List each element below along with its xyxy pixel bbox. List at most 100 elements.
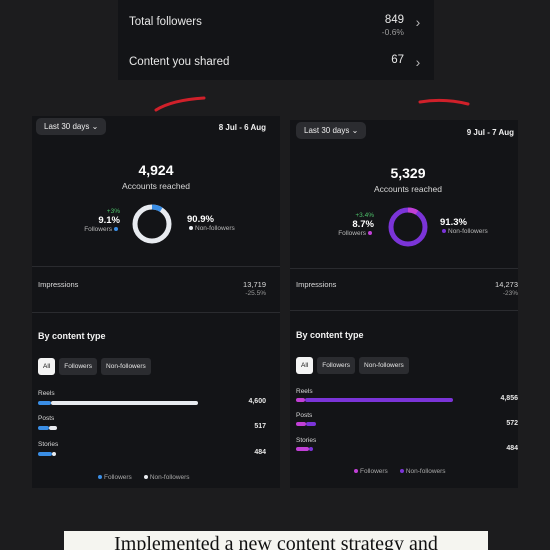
accounts-reached-label: Accounts reached	[121, 181, 191, 191]
legend-nonfollowers: Non-followers	[405, 468, 446, 475]
filter-followers[interactable]: Followers	[317, 357, 356, 374]
filter-all[interactable]: All	[296, 357, 314, 374]
accounts-reached-value: 5,329	[390, 165, 426, 181]
nonfollowers-pct: 90.9%	[187, 214, 214, 225]
bar-followers-segment	[296, 422, 306, 426]
legend-nonfollowers-dot-icon	[399, 469, 404, 474]
filter-all[interactable]: All	[38, 358, 56, 375]
filter-nonfollowers[interactable]: Non-followers	[101, 358, 151, 375]
period-dropdown[interactable]: Last 30 days ⌄	[296, 122, 367, 139]
period-label: Last 30 days	[304, 126, 350, 135]
total-followers-value: 849	[384, 14, 404, 26]
impressions-value: 14,273	[495, 280, 518, 289]
bar-nonfollowers-segment	[52, 452, 56, 456]
legend: Followers Non-followers	[352, 468, 446, 475]
bar-followers-segment	[38, 401, 51, 405]
nonfollowers-dot-icon	[442, 229, 446, 234]
legend-followers-dot-icon	[98, 475, 102, 480]
chevron-down-icon: ⌄	[351, 126, 359, 135]
filter-nonfollowers[interactable]: Non-followers	[359, 357, 409, 374]
bar-nonfollowers-segment	[50, 401, 198, 405]
row-value-stories: 484	[254, 449, 266, 456]
divider	[290, 268, 518, 269]
legend-nonfollowers: Non-followers	[149, 474, 190, 481]
row-value-reels: 4,856	[500, 395, 518, 402]
red-annotation-stroke-left	[154, 96, 206, 112]
row-label-reels: Reels	[38, 390, 55, 397]
bar-followers-segment	[296, 447, 309, 451]
bar-posts	[296, 422, 316, 426]
donut-followers-arc	[388, 207, 428, 247]
bar-followers-segment	[296, 398, 306, 402]
followers-pct: 8.7%	[352, 219, 374, 230]
row-label-reels: Reels	[296, 388, 313, 395]
bar-followers-segment	[38, 426, 50, 430]
bar-reels	[296, 398, 453, 402]
row-label-stories: Stories	[38, 441, 59, 448]
donut-nonfollowers-arc	[388, 207, 428, 247]
bar-nonfollowers-segment	[306, 422, 316, 426]
row-label-posts: Posts	[38, 415, 55, 422]
red-annotation-stroke-right	[418, 98, 470, 106]
bar-stories	[296, 447, 313, 451]
impressions-label: Impressions	[296, 280, 337, 289]
content-filter-group: All Followers Non-followers	[38, 358, 151, 375]
nonfollowers-stat: 90.9% Non-followers	[187, 214, 235, 232]
total-followers-label: Total followers	[129, 16, 202, 28]
followers-change: +3.4%	[355, 212, 374, 219]
chevron-right-icon: ›	[415, 14, 421, 30]
row-value-reels: 4,600	[248, 398, 266, 405]
legend-followers: Followers	[104, 474, 132, 481]
accounts-reached-value: 4,924	[138, 162, 174, 178]
by-content-type-title: By content type	[296, 330, 364, 340]
date-range: 9 Jul - 7 Aug	[466, 128, 514, 137]
legend-followers: Followers	[360, 468, 388, 475]
total-followers-row[interactable]: Total followers 849 -0.6% ›	[129, 14, 422, 38]
insights-panel-previous: Last 30 days ⌄ 8 Jul - 6 Aug 4,924 Accou…	[32, 116, 280, 488]
followers-label: Followers	[338, 230, 366, 237]
period-label: Last 30 days	[44, 122, 90, 131]
total-followers-change: -0.6%	[381, 27, 404, 37]
nonfollowers-label: Non-followers	[195, 225, 235, 232]
followers-dot-icon	[114, 227, 118, 232]
content-shared-row[interactable]: Content you shared 67 ›	[129, 54, 422, 78]
followers-stat: +3% 9.1% Followers	[84, 208, 120, 233]
row-label-posts: Posts	[296, 412, 313, 419]
summary-card: Total followers 849 -0.6% › Content you …	[118, 0, 434, 80]
nonfollowers-pct: 91.3%	[440, 217, 467, 228]
donut-followers-arc	[132, 204, 172, 244]
by-content-type-title: By content type	[38, 331, 106, 341]
bar-followers-segment	[38, 452, 53, 456]
filter-followers[interactable]: Followers	[59, 358, 98, 375]
caption-text: Implemented a new content strategy and	[114, 533, 438, 550]
divider	[32, 312, 280, 313]
period-dropdown[interactable]: Last 30 days ⌄	[36, 118, 107, 135]
legend-nonfollowers-dot-icon	[143, 475, 148, 480]
row-value-posts: 572	[506, 420, 518, 427]
nonfollowers-stat: 91.3% Non-followers	[440, 217, 488, 235]
donut-nonfollowers-arc	[132, 204, 172, 244]
row-label-stories: Stories	[296, 437, 317, 444]
date-range: 8 Jul - 6 Aug	[218, 123, 266, 132]
impressions-label: Impressions	[38, 280, 79, 289]
nonfollowers-dot-icon	[189, 226, 193, 231]
legend-followers-dot-icon	[354, 469, 358, 474]
bar-posts	[38, 426, 57, 430]
insights-panel-current: Last 30 days ⌄ 9 Jul - 7 Aug 5,329 Accou…	[290, 120, 518, 488]
chevron-right-icon: ›	[415, 54, 421, 70]
legend: Followers Non-followers	[96, 474, 190, 481]
followers-stat: +3.4% 8.7% Followers	[338, 212, 374, 237]
row-value-stories: 484	[506, 445, 518, 452]
bar-nonfollowers-segment	[308, 447, 313, 451]
row-value-posts: 517	[254, 423, 266, 430]
followers-change: +3%	[106, 208, 120, 215]
bar-nonfollowers-segment	[49, 426, 57, 430]
impressions-change: -23%	[502, 290, 518, 297]
chevron-down-icon: ⌄	[91, 122, 99, 131]
bar-stories	[38, 452, 56, 456]
bar-reels	[38, 401, 198, 405]
reach-donut	[388, 207, 428, 247]
impressions-change: -25.5%	[245, 290, 266, 297]
followers-label: Followers	[84, 226, 112, 233]
bar-nonfollowers-segment	[305, 398, 453, 402]
